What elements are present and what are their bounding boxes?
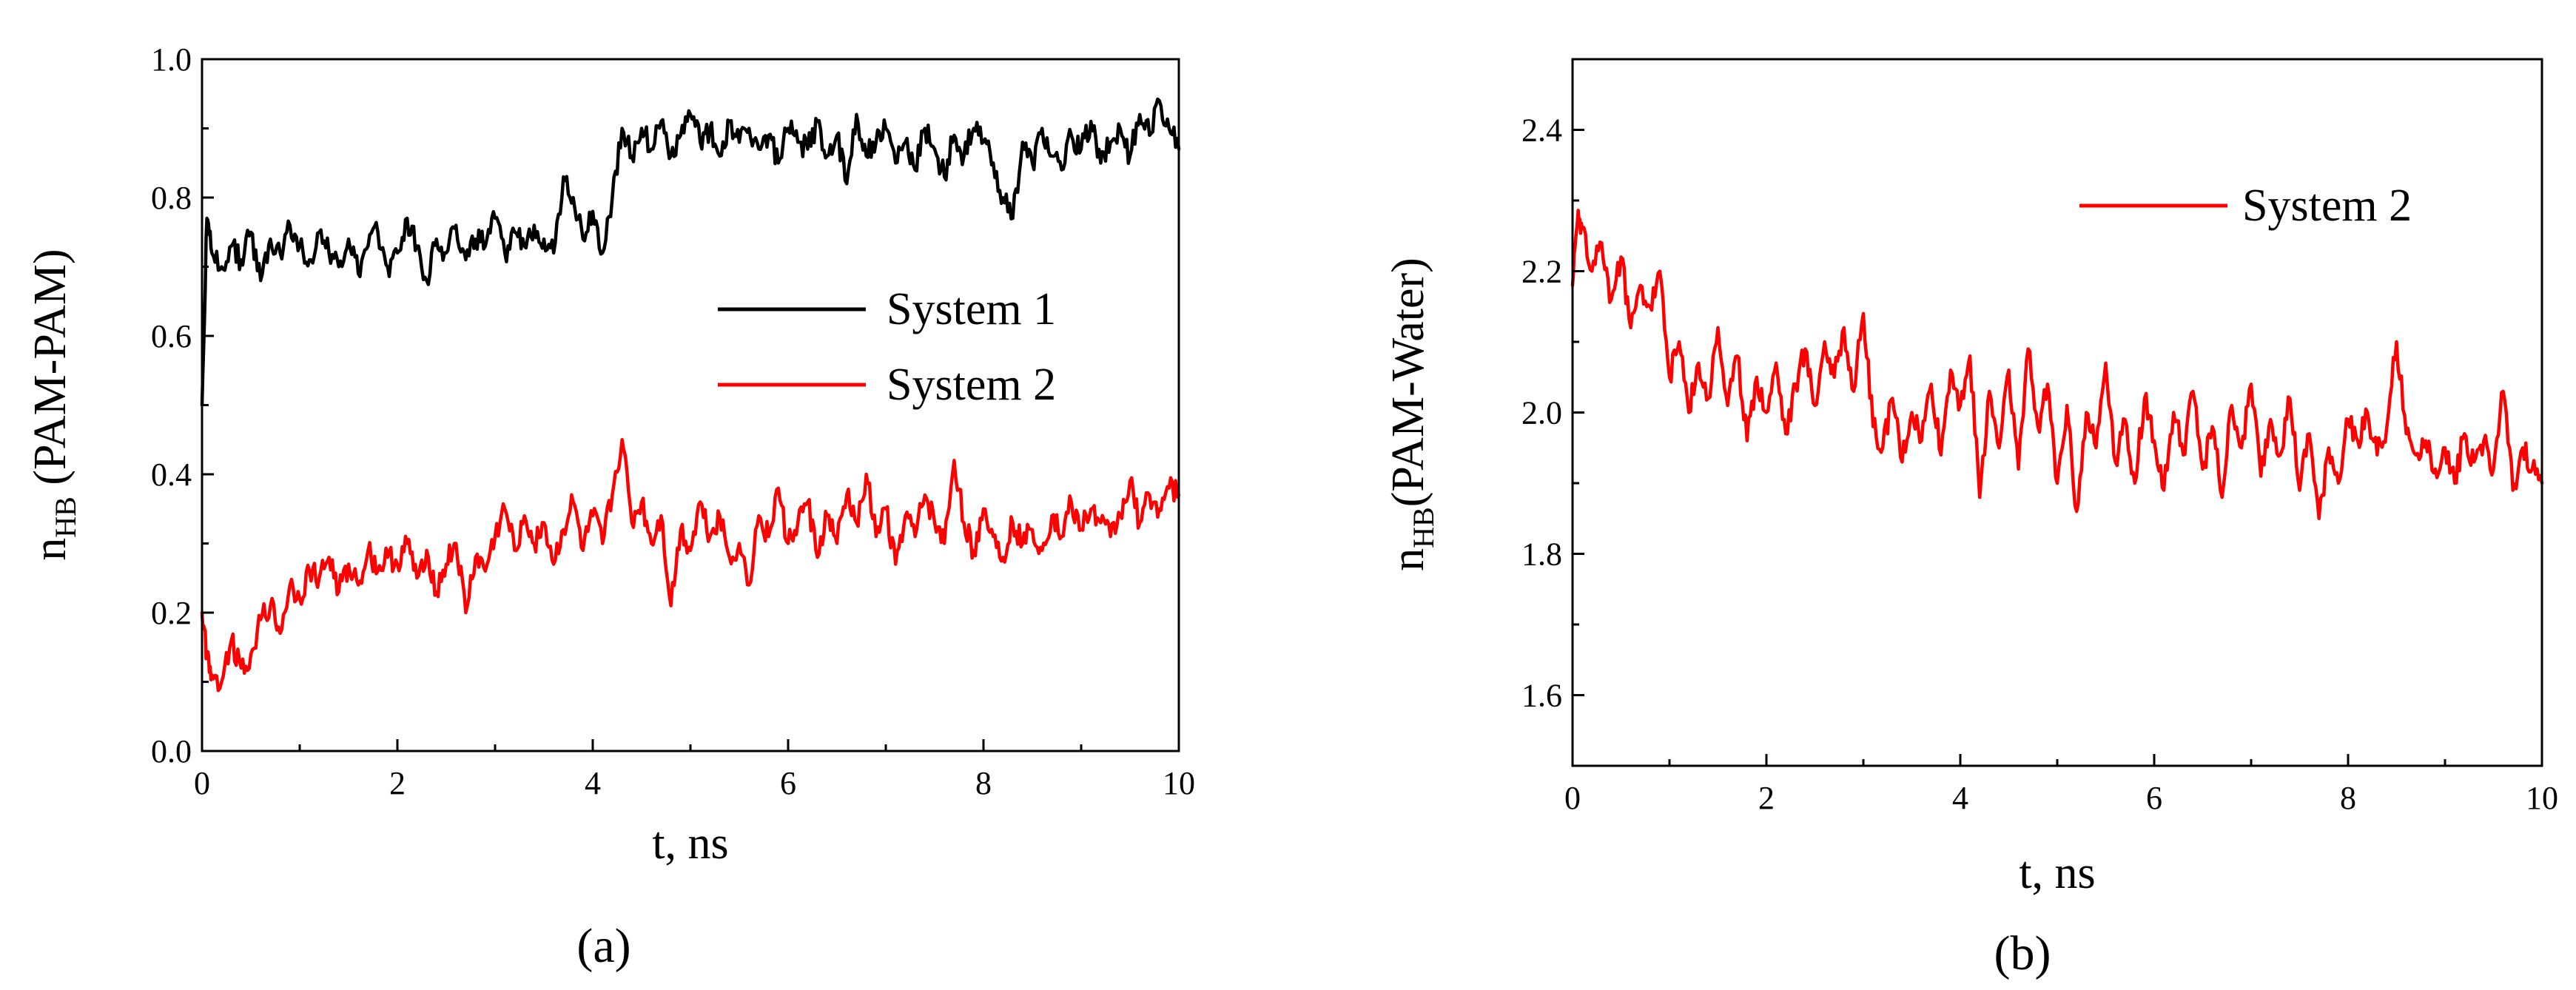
panel-b-y-tick-label: 2.4 bbox=[1521, 112, 1562, 149]
panel-a-ticks: 0 2 4 6 8 10 0.0 0.2 0.4 0.6 0.8 1.0 bbox=[151, 41, 1195, 801]
panel-a-series-group bbox=[200, 97, 1181, 693]
panel-b-x-tick-label: 2 bbox=[1758, 780, 1775, 816]
panel-a-x-axis-title: t, ns bbox=[652, 818, 728, 869]
panel-b-x-tick-label: 4 bbox=[1952, 780, 1968, 816]
panel-a-legend-label-system-1: System 1 bbox=[887, 284, 1056, 334]
panel-b-y-tick-label: 2.2 bbox=[1521, 254, 1562, 290]
panel-b-y-axis-title: nHB(PAM-Water) bbox=[1383, 257, 1440, 571]
panel-b-y-tick-label: 1.8 bbox=[1521, 536, 1562, 573]
panel-b-y-axis-title-sub: HB bbox=[1407, 507, 1440, 548]
panel-b-y-axis-title-rest: (PAM-Water) bbox=[1383, 257, 1433, 507]
panel-a-x-tick-label: 6 bbox=[780, 765, 796, 801]
panel-a-legend: System 1 System 2 bbox=[718, 284, 1056, 410]
panel-b-x-tick-label: 0 bbox=[1564, 780, 1581, 816]
panel-a-x-tick-label: 2 bbox=[389, 765, 406, 801]
panel-a-y-tick-label: 0.2 bbox=[151, 595, 192, 631]
panel-b-x-axis-title: t, ns bbox=[2019, 848, 2095, 898]
panel-a-y-axis-title-main: n bbox=[25, 538, 75, 561]
panel-a-y-axis-title: nHB (PAM-PAM) bbox=[25, 249, 82, 560]
panel-b-label: (b) bbox=[1994, 926, 2051, 980]
panel-a-x-tick-label: 10 bbox=[1163, 765, 1195, 801]
panel-a-series-system-2 bbox=[200, 438, 1181, 693]
panel-a-series-system-1 bbox=[200, 97, 1181, 407]
panel-b-y-tick-label: 2.0 bbox=[1521, 395, 1562, 431]
panel-a-y-axis-title-rest: (PAM-PAM) bbox=[25, 249, 75, 496]
panel-a-y-tick-label: 0.4 bbox=[151, 457, 192, 493]
panel-b: 0 2 4 6 8 10 1.6 1.8 2.0 2.2 2.4 t, ns nHB(PAM-Wat… bbox=[1383, 58, 2558, 980]
panel-a-y-tick-label: 0.0 bbox=[151, 733, 192, 770]
panel-b-x-tick-label: 6 bbox=[2146, 780, 2162, 816]
panel-a-x-tick-label: 8 bbox=[975, 765, 992, 801]
panel-a-x-tick-label: 4 bbox=[585, 765, 601, 801]
panel-a: 0 2 4 6 8 10 0.0 0.2 0.4 0.6 0.8 1.0 t, ns nHB (PAM… bbox=[25, 41, 1195, 973]
panel-b-ticks: 0 2 4 6 8 10 1.6 1.8 2.0 2.2 2.4 bbox=[1521, 58, 2558, 816]
panel-b-y-tick-label: 1.6 bbox=[1521, 678, 1562, 714]
panel-a-y-tick-label: 1.0 bbox=[151, 41, 192, 78]
panel-b-legend-label-system-2: System 2 bbox=[2242, 181, 2412, 231]
panel-b-legend: System 2 bbox=[2079, 181, 2412, 231]
panel-b-x-tick-label: 8 bbox=[2340, 780, 2356, 816]
panel-a-y-tick-label: 0.8 bbox=[151, 180, 192, 216]
panel-b-series-group bbox=[1570, 209, 2544, 521]
panel-b-series-system-2 bbox=[1570, 209, 2544, 521]
panel-a-label: (a) bbox=[576, 919, 630, 973]
panel-a-y-axis-title-sub: HB bbox=[49, 496, 82, 538]
panel-b-plot-frame bbox=[1571, 58, 2543, 767]
panel-b-x-tick-label: 10 bbox=[2526, 780, 2558, 816]
panel-a-x-tick-label: 0 bbox=[194, 765, 210, 801]
panel-b-y-axis-title-main: n bbox=[1383, 548, 1433, 571]
panel-a-y-tick-label: 0.6 bbox=[151, 318, 192, 354]
panel-a-legend-label-system-2: System 2 bbox=[887, 360, 1056, 410]
